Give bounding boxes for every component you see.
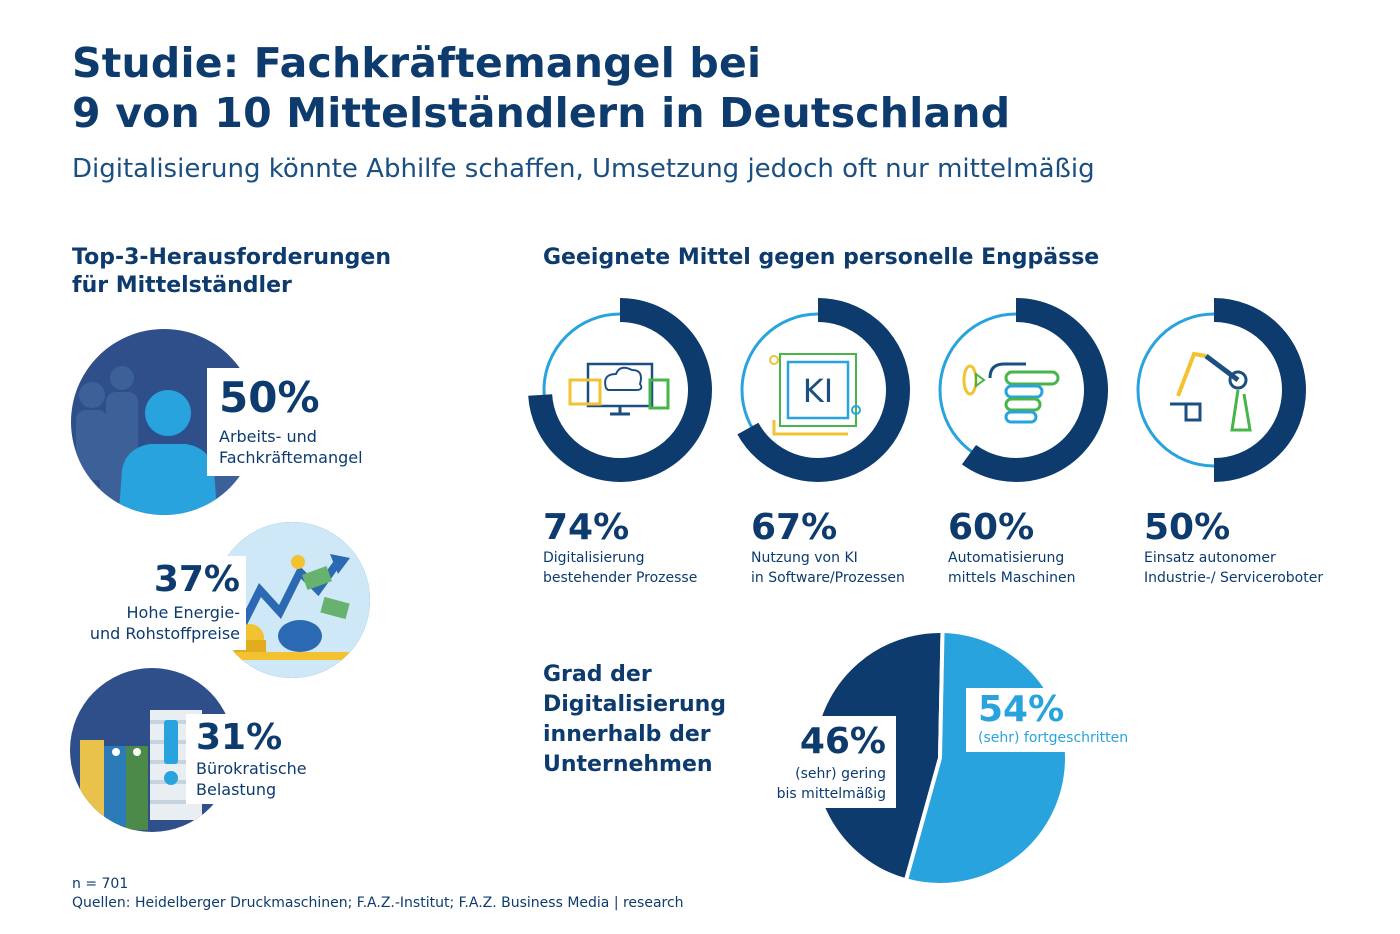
measure-3: 60% Automatisierung mittels Maschinen	[948, 508, 1076, 588]
pie-high-label: (sehr) fortgeschritten	[978, 730, 1129, 746]
measure-2-label-line-1: Nutzung von KI	[751, 550, 858, 566]
digitalization-heading-line-2: Digitalisierung	[543, 692, 727, 717]
challenge-3-label-box: 31% Bürokratische Belastung	[186, 714, 322, 804]
measure-1-label: Digitalisierung bestehender Prozesse	[543, 548, 697, 588]
measure-3-label: Automatisierung mittels Maschinen	[948, 548, 1076, 588]
measure-4: 50% Einsatz autonomer Industrie-/ Servic…	[1144, 508, 1323, 588]
measure-2: 67% Nutzung von KI in Software/Prozessen	[751, 508, 905, 588]
sample-size: n = 701	[72, 876, 129, 892]
challenge-2-label-line-2: und Rohstoffpreise	[89, 624, 240, 643]
cloud-devices-icon	[568, 362, 670, 416]
challenge-1-label: Arbeits- und Fachkräftemangel	[219, 426, 379, 468]
challenge-3-label: Bürokratische Belastung	[196, 758, 326, 800]
challenge-1-label-line-2: Fachkräftemangel	[219, 448, 363, 467]
measure-3-pct: 60%	[948, 507, 1035, 548]
measures-donut-chart: KI	[528, 298, 1306, 482]
challenges-heading: Top-3-Herausforderungen für Mittelständl…	[72, 244, 391, 300]
measure-1-label-line-1: Digitalisierung	[543, 550, 645, 566]
donut-arc-2	[737, 298, 910, 482]
sources: Quellen: Heidelberger Druckmaschinen; F.…	[72, 895, 684, 911]
pie-high-pct: 54%	[978, 689, 1065, 730]
challenge-2-pct: 37%	[153, 559, 240, 600]
challenge-1-label-line-1: Arbeits- und	[219, 427, 317, 446]
challenge-1-pct: 50%	[219, 373, 320, 422]
measure-4-label-line-2: Industrie-/ Serviceroboter	[1144, 570, 1324, 586]
digitalization-heading: Grad der Digitalisierung innerhalb der U…	[543, 660, 726, 780]
digitalization-heading-line-3: innerhalb der	[543, 722, 711, 747]
robot-arm-icon	[1170, 351, 1252, 432]
pie-low-label-box: 46% (sehr) gering bis mittelmäßig	[776, 716, 896, 808]
measures-heading: Geeignete Mittel gegen personelle Engpäs…	[543, 245, 1100, 270]
donut-arc-1	[528, 298, 712, 482]
measure-3-label-line-1: Automatisierung	[948, 550, 1065, 566]
measure-2-pct: 67%	[751, 507, 838, 548]
title-line-1: Studie: Fachkräftemangel bei	[72, 39, 762, 87]
donut-arc-3	[961, 298, 1108, 482]
measure-4-label: Einsatz autonomer Industrie-/ Servicerob…	[1144, 548, 1323, 588]
measure-4-pct: 50%	[1144, 507, 1231, 548]
challenge-3-label-line-2: Belastung	[196, 780, 277, 799]
measure-3-label-line-2: mittels Maschinen	[948, 570, 1076, 586]
measure-1-pct: 74%	[543, 507, 630, 548]
title-line-2: 9 von 10 Mittelständlern in Deutschland	[72, 89, 1011, 137]
measure-2-label: Nutzung von KI in Software/Prozessen	[751, 548, 905, 588]
pie-low-pct: 46%	[799, 721, 886, 762]
measure-1-label-line-2: bestehender Prozesse	[543, 570, 698, 586]
ki-chip-icon: KI	[769, 353, 861, 436]
pie-low-label: (sehr) gering bis mittelmäßig	[746, 764, 886, 804]
pie-low-label-line-2: bis mittelmäßig	[776, 786, 886, 802]
digitalization-heading-line-4: Unternehmen	[543, 752, 713, 777]
digitalization-heading-line-1: Grad der	[543, 662, 652, 687]
page-title: Studie: Fachkräftemangel bei 9 von 10 Mi…	[72, 38, 1010, 138]
challenge-2-label-line-1: Hohe Energie-	[126, 603, 241, 622]
person-silhouette-icon	[118, 390, 218, 515]
challenge-3-label-line-1: Bürokratische	[196, 759, 307, 778]
pie-low-label-line-1: (sehr) gering	[795, 766, 886, 782]
measure-4-label-line-1: Einsatz autonomer	[1144, 550, 1276, 566]
challenge-3-pct: 31%	[196, 717, 283, 758]
donut-arc-4	[1213, 298, 1306, 482]
ki-chip-label: KI	[803, 372, 833, 410]
challenges-heading-line-2: für Mittelständler	[72, 273, 292, 298]
pie-high-label-box: 54% (sehr) fortgeschritten	[966, 688, 1134, 752]
robot-hand-icon	[962, 362, 1060, 424]
challenges-heading-line-1: Top-3-Herausforderungen	[72, 245, 392, 270]
challenge-1-label-box: 50% Arbeits- und Fachkräftemangel	[207, 368, 377, 476]
measure-2-label-line-2: in Software/Prozessen	[751, 570, 905, 586]
page-subtitle: Digitalisierung könnte Abhilfe schaffen,…	[72, 154, 1095, 184]
challenge-2-label: Hohe Energie- und Rohstoffpreise	[70, 602, 240, 644]
measure-1: 74% Digitalisierung bestehender Prozesse	[543, 508, 697, 588]
challenge-2-label-box: 37% Hohe Energie- und Rohstoffpreise	[80, 556, 246, 650]
